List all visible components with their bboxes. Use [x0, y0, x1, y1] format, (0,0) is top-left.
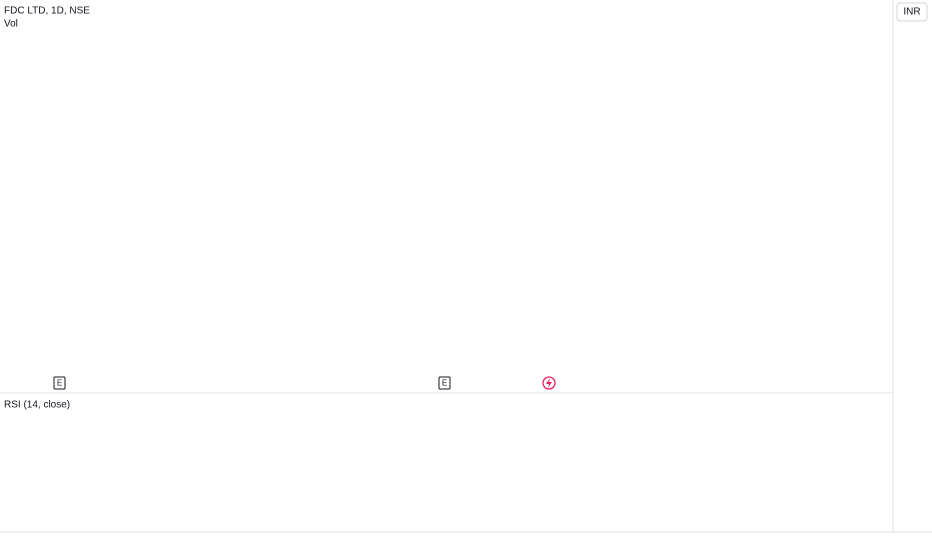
volume-label: Vol — [4, 19, 18, 30]
dividend-icon[interactable] — [542, 376, 556, 390]
svg-text:E: E — [442, 379, 447, 388]
earnings-marker[interactable]: E — [438, 376, 451, 390]
earnings-marker[interactable]: E — [53, 376, 66, 390]
rsi-title: RSI (14, close) — [4, 400, 70, 411]
chart-title: FDC LTD, 1D, NSE — [4, 6, 90, 17]
svg-text:E: E — [57, 379, 62, 388]
currency-label: INR — [903, 7, 920, 18]
currency-button[interactable] — [896, 2, 928, 22]
